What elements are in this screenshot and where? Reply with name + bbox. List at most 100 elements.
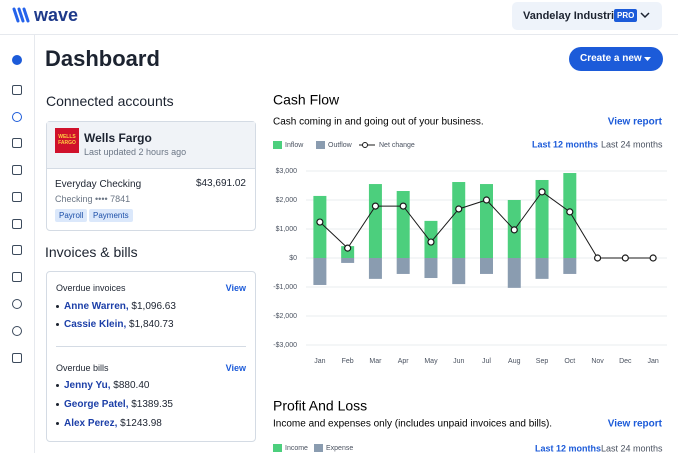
item-name: Cassie Klein,: [64, 319, 127, 330]
bill-item[interactable]: Alex Perez, $1243.98: [56, 418, 162, 429]
legend-label: Expense: [326, 445, 353, 452]
x-tick-label: Sep: [536, 358, 549, 365]
x-tick-label: Jan: [314, 358, 325, 365]
nav-settings[interactable]: [12, 353, 22, 363]
invoice-item[interactable]: Cassie Klein, $1,840.73: [56, 319, 174, 330]
view-report-link[interactable]: View report: [608, 117, 663, 128]
x-tick-label: Feb: [342, 358, 354, 365]
y-tick-label: $1,000: [276, 226, 298, 233]
legend-label: Outflow: [328, 142, 353, 149]
x-tick-label: Mar: [369, 358, 382, 365]
bar: [341, 246, 355, 258]
invoice-item[interactable]: Anne Warren, $1,096.63: [56, 301, 176, 312]
sidebar: [0, 35, 35, 453]
y-tick-label: -$2,000: [273, 313, 297, 320]
last-updated: Last updated 2 hours ago: [84, 147, 187, 157]
net-change-point: [371, 202, 380, 210]
x-tick-label: Apr: [398, 358, 410, 365]
section-title: Invoices & bills: [45, 244, 138, 260]
legend-swatch: [273, 141, 282, 149]
item-name: George Patel,: [64, 399, 129, 410]
range-option[interactable]: Last 24 months: [601, 139, 663, 149]
account-name: Everyday Checking: [55, 179, 142, 190]
legend-swatch: [316, 141, 325, 149]
tag: Payments: [89, 209, 133, 222]
bill-item[interactable]: George Patel, $1389.35: [56, 399, 173, 410]
chart-title: Cash Flow: [273, 92, 340, 108]
net-change-point: [510, 226, 518, 234]
view-link[interactable]: View: [225, 363, 246, 373]
page-title: Dashboard: [45, 46, 160, 71]
item-name: Alex Perez,: [64, 418, 118, 429]
x-tick-label: Dec: [619, 358, 632, 365]
net-change-point: [649, 254, 657, 262]
item-name: Anne Warren,: [64, 301, 129, 312]
bar: [368, 258, 382, 279]
bar: [535, 258, 549, 279]
item-name: Jenny Yu,: [64, 380, 111, 391]
bar: [535, 179, 549, 258]
nav-reports[interactable]: [12, 299, 22, 309]
top-bar: wave Vandelay Industries PRO: [0, 0, 678, 35]
item-amount: $1,096.63: [131, 301, 176, 312]
y-tick-label: $2,000: [276, 197, 298, 204]
view-report-link[interactable]: View report: [608, 419, 663, 430]
nav-launch[interactable]: [12, 85, 22, 95]
bar: [396, 258, 410, 274]
list-label: Overdue invoices: [56, 283, 126, 293]
legend-swatch: [273, 444, 282, 452]
nav-contacts[interactable]: [12, 326, 22, 336]
y-tick-label: $0: [289, 255, 297, 262]
account-header: [47, 122, 255, 169]
nav-banking[interactable]: [12, 138, 22, 148]
bank-name: Wells Fargo: [84, 131, 152, 145]
company-switcher[interactable]: Vandelay Industries PRO: [512, 2, 662, 30]
nav-dashboard[interactable]: [12, 112, 22, 122]
create-button-label: Create a new: [580, 53, 642, 64]
legend-swatch: [314, 444, 323, 452]
pl-subtitle: Income and expenses only (includes unpai…: [273, 419, 552, 430]
legend-marker: [362, 142, 368, 148]
account-card[interactable]: WELLS FARGO Wells Fargo Last updated 2 h…: [46, 121, 256, 231]
item-amount: $1243.98: [120, 418, 162, 429]
net-change-point: [566, 208, 574, 216]
view-link[interactable]: View: [225, 283, 246, 293]
nav-sales[interactable]: [12, 165, 22, 175]
range-option[interactable]: Last 12 months: [535, 443, 601, 453]
bar: [452, 258, 466, 285]
create-button[interactable]: Create a new: [569, 47, 663, 71]
bar: [480, 258, 493, 274]
y-tick-label: -$3,000: [273, 342, 297, 349]
bar: [452, 182, 466, 258]
bar: [507, 258, 521, 288]
nav-purchases[interactable]: [12, 192, 22, 202]
bar: [368, 184, 382, 258]
nav-create[interactable]: [12, 55, 22, 65]
nav-taxes[interactable]: [12, 272, 22, 282]
legend-label: Net change: [379, 142, 415, 149]
x-tick-label: Oct: [564, 358, 575, 365]
item-amount: $1389.35: [131, 399, 173, 410]
x-tick-label: May: [424, 358, 438, 365]
pl-title: Profit And Loss: [273, 398, 367, 414]
bar: [396, 191, 410, 258]
bank-logo: WELLS FARGO: [55, 128, 79, 153]
range-option[interactable]: Last 12 months: [532, 139, 598, 149]
x-tick-label: Aug: [508, 358, 521, 365]
nav-accounting[interactable]: [12, 219, 22, 229]
net-change-point: [427, 238, 435, 246]
invoices-card: Overdue invoices View Anne Warren, $1,09…: [46, 271, 256, 442]
account-number: Checking •••• 7841: [55, 194, 131, 204]
logo-text: wave: [34, 5, 79, 25]
tag: Payroll: [55, 209, 88, 222]
company-name: Vandelay Industries: [523, 10, 627, 22]
chart-subtitle: Cash coming in and going out of your bus…: [273, 117, 484, 128]
range-option[interactable]: Last 24 months: [601, 443, 663, 453]
legend-label: Inflow: [285, 142, 304, 149]
net-change-point: [316, 218, 324, 226]
caret: [644, 57, 651, 61]
bill-item[interactable]: Jenny Yu, $880.40: [56, 380, 149, 391]
list-label: Overdue bills: [56, 363, 109, 373]
nav-payroll[interactable]: [12, 245, 22, 255]
